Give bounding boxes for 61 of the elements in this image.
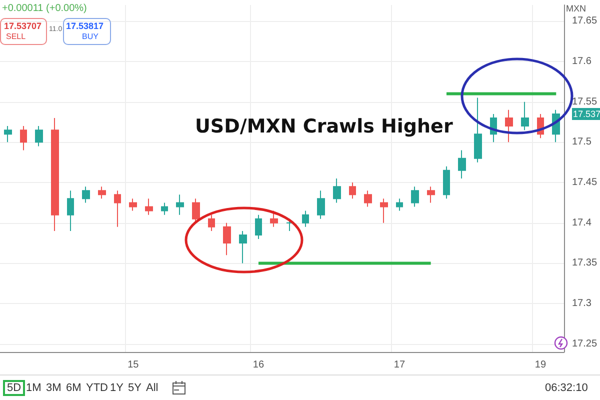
candlestick — [192, 198, 200, 224]
candlestick — [380, 198, 388, 224]
annotation: 17.53707 — [4, 21, 42, 31]
y-tick-label: 17.55 — [572, 96, 598, 108]
candlestick — [208, 214, 215, 232]
candlestick — [161, 202, 168, 216]
candlestick — [443, 166, 450, 200]
candlestick — [223, 222, 231, 256]
text: All — [146, 382, 158, 394]
y-axis-title: MXN — [566, 4, 586, 14]
candlestick — [4, 126, 12, 143]
candlestick — [317, 190, 325, 220]
text: YTD — [86, 382, 108, 394]
annotation: SELL — [6, 32, 26, 41]
text: USD/MXN Crawls Higher — [195, 116, 454, 138]
candlestick — [349, 182, 356, 200]
candlestick — [333, 178, 341, 204]
text: 1M — [26, 382, 42, 394]
y-tick-label: 17.3 — [572, 298, 592, 310]
candlestick — [145, 198, 153, 216]
candlestick — [255, 214, 262, 240]
y-tick-label: 17.25 — [572, 338, 598, 350]
y-tick-label: 17.4 — [572, 217, 592, 228]
text: 3M — [46, 382, 62, 394]
candlestick — [396, 198, 403, 212]
y-tick-label: 17.5 — [572, 136, 592, 148]
candlestick — [411, 186, 419, 208]
candlestick — [35, 126, 43, 147]
candlestick — [427, 186, 435, 204]
text: 5D — [3, 380, 26, 396]
text: 6M — [66, 382, 82, 394]
annotation: 17.53817 — [66, 21, 104, 31]
candlestick — [114, 190, 121, 228]
text: 5Y — [128, 382, 142, 394]
candlestick — [302, 210, 309, 228]
y-tick-label: 17.65 — [572, 16, 598, 27]
candlestick — [505, 109, 513, 143]
candlestick — [82, 186, 90, 204]
candlestick — [176, 194, 184, 216]
candlestick — [51, 117, 59, 232]
y-tick-label: 17.6 — [572, 56, 592, 67]
x-tick-label: 16 — [252, 360, 264, 370]
x-tick-label: 19 — [534, 360, 546, 370]
candlestick — [67, 190, 74, 232]
y-tick-label: 17.35 — [572, 258, 598, 269]
candlestick — [129, 198, 137, 212]
annotation: BUY — [82, 32, 98, 41]
y-tick-label: 17.45 — [572, 177, 598, 188]
candlestick — [474, 97, 482, 163]
candlestick — [364, 190, 372, 208]
annotation: +0.00011 (+0.00%) — [2, 3, 87, 14]
candlestick — [239, 230, 247, 264]
candlestick — [98, 186, 106, 200]
x-tick-label: 17 — [394, 360, 406, 370]
candlestick — [20, 126, 27, 151]
candlestick — [521, 101, 529, 131]
candlestick — [458, 150, 466, 179]
text: 17.537 — [572, 108, 600, 120]
text: 1Y — [110, 382, 124, 394]
text: 06:32:10 — [545, 382, 588, 394]
x-tick-label: 15 — [128, 360, 140, 370]
